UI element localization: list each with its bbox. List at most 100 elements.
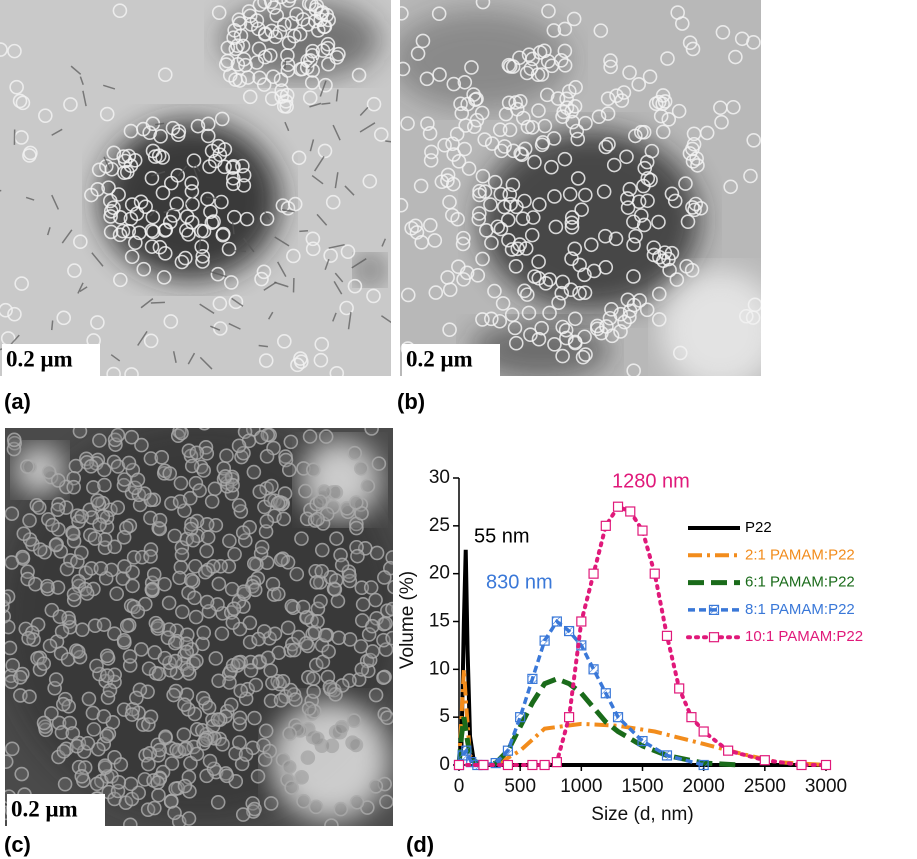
capsid: [636, 124, 652, 140]
capsid: [639, 302, 655, 318]
capsid: [636, 217, 652, 233]
capsid: [145, 143, 161, 159]
capsid: [474, 105, 490, 121]
capsid: [651, 286, 667, 302]
capsid: [177, 741, 193, 757]
capsid: [99, 728, 115, 744]
capsid: [368, 779, 384, 794]
capsid: [172, 570, 187, 586]
capsid: [119, 618, 135, 634]
capsid: [178, 250, 193, 266]
y-tick-label: 10: [429, 658, 450, 679]
capsid: [66, 592, 82, 608]
fiber: [110, 354, 121, 362]
fiber: [274, 236, 290, 247]
fiber: [172, 351, 177, 363]
capsid: [222, 675, 237, 690]
capsid: [132, 225, 147, 241]
capsid: [363, 580, 379, 595]
data-point: [600, 688, 611, 699]
capsid: [508, 335, 524, 351]
data-point: [461, 745, 472, 756]
capsid: [96, 617, 112, 632]
capsid: [518, 241, 534, 256]
legend-label: 8:1 PAMAM:P22: [745, 601, 855, 618]
capsid: [214, 111, 230, 127]
capsid: [569, 123, 585, 139]
fiber: [311, 174, 324, 185]
capsid: [258, 353, 274, 368]
capsid: [457, 74, 473, 90]
capsid: [56, 744, 72, 759]
capsid: [142, 745, 158, 761]
capsid: [631, 77, 647, 92]
capsid: [512, 50, 527, 66]
data-point: [686, 712, 697, 723]
capsid: [251, 631, 266, 647]
capsid: [194, 239, 209, 255]
capsid: [400, 197, 409, 213]
capsid: [745, 310, 761, 325]
capsid: [96, 462, 112, 478]
x-tick-label: 500: [504, 776, 536, 797]
capsid: [237, 428, 253, 440]
legend-label: 6:1 PAMAM:P22: [745, 574, 855, 591]
capsid: [534, 320, 549, 336]
capsid: [632, 293, 648, 308]
capsid: [123, 123, 139, 139]
capsid: [284, 0, 297, 4]
capsid: [354, 662, 370, 677]
capsid: [198, 732, 213, 748]
capsid: [127, 153, 143, 168]
capsid: [527, 154, 542, 170]
capsid: [195, 254, 210, 269]
capsid: [0, 42, 8, 57]
capsid: [243, 17, 259, 32]
capsid: [226, 601, 242, 616]
capsid: [646, 240, 662, 255]
capsid: [385, 550, 393, 565]
fiber: [210, 325, 221, 331]
capsid: [475, 251, 490, 267]
capsid: [74, 509, 89, 524]
capsid: [233, 683, 249, 699]
capsid: [207, 481, 223, 497]
capsid: [138, 199, 153, 214]
fiber: [321, 102, 331, 105]
capsid: [258, 723, 274, 739]
capsid: [215, 226, 231, 242]
capsid: [469, 112, 485, 128]
capsid: [177, 697, 192, 712]
capsid: [298, 636, 314, 651]
capsid: [550, 91, 566, 106]
capsid: [323, 248, 338, 263]
fiber: [25, 196, 35, 201]
capsid: [688, 196, 704, 212]
capsid: [347, 278, 363, 294]
capsid: [232, 710, 248, 726]
capsid: [99, 648, 115, 664]
capsid: [220, 53, 235, 69]
capsid: [212, 147, 228, 163]
capsid: [210, 712, 226, 727]
capsid: [507, 320, 523, 336]
capsid: [231, 438, 247, 454]
capsid: [222, 533, 237, 549]
capsid: [494, 143, 509, 159]
capsid: [263, 796, 279, 811]
data-point: [527, 759, 538, 771]
capsid: [524, 227, 540, 243]
data-point: [698, 726, 709, 737]
capsid: [70, 554, 85, 569]
capsid: [471, 206, 487, 221]
capsid: [519, 287, 535, 302]
capsid: [366, 96, 382, 112]
capsid: [671, 103, 687, 119]
capsid: [200, 530, 216, 545]
capsid: [113, 272, 128, 288]
capsid: [674, 16, 690, 31]
capsid: [622, 65, 637, 80]
fiber: [274, 281, 289, 288]
capsid: [504, 307, 520, 323]
micrograph: 0.2 μm: [0, 0, 391, 376]
